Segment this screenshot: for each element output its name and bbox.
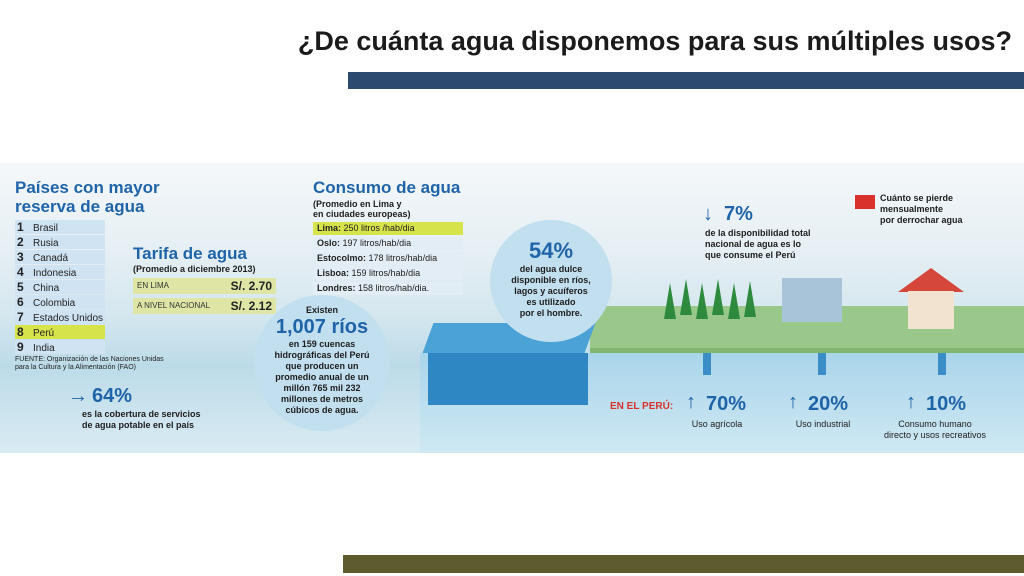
country-item: 7 Estados Unidos — [15, 310, 105, 324]
rios-line: que producen un — [285, 361, 359, 371]
down-arrow-icon: ↓ — [703, 203, 713, 225]
pipe-icon — [703, 353, 711, 375]
consumo-sub-1: (Promedio en Lima y — [313, 199, 402, 209]
up-arrow-icon: ↑ — [788, 391, 798, 413]
rios-line: promedio anual de un — [275, 372, 369, 382]
rios-line: cúbicos de agua. — [285, 405, 359, 415]
dulce-line: disponible en ríos, — [511, 275, 591, 285]
dulce-value: 54% — [528, 238, 574, 263]
house-roof-icon — [898, 268, 964, 292]
rios-line: millones de metros — [280, 394, 364, 404]
country-item: 6 Colombia — [15, 295, 105, 309]
rios-value: 1,007 ríos — [275, 316, 369, 338]
speech-bubble-icon — [855, 195, 875, 209]
country-item: 2 Rusia — [15, 235, 105, 249]
page-title: ¿De cuánta agua disponemos para sus múlt… — [297, 26, 1012, 56]
disponibilidad-line: nacional de agua es lo — [705, 239, 802, 249]
country-item: 4 Indonesia — [15, 265, 105, 279]
cobertura-text-2: de agua potable en el país — [82, 420, 195, 430]
bottom-accent-bar — [343, 555, 1024, 573]
dulce-circle: 54% del agua dulce disponible en ríos, l… — [490, 220, 612, 342]
uso-label: Uso industrial — [795, 419, 851, 429]
water-slab-side — [428, 353, 588, 405]
consumo-row: Londres: 158 litros/hab/dia. — [313, 282, 463, 295]
uso-value: 10% — [926, 393, 967, 415]
fuente-line-2: para la Cultura y la Alimentación (FAO) — [15, 364, 136, 371]
uso-label-2: directo y usos recreativos — [883, 430, 987, 440]
top-accent-bar — [348, 72, 1024, 89]
tarifa-row: EN LIMA S/. 2.70 — [133, 278, 276, 294]
cobertura-text-1: es la cobertura de servicios — [82, 409, 201, 419]
infographic: Países con mayor reserva de agua 1 Brasil… — [0, 163, 1024, 453]
country-item: 5 China — [15, 280, 105, 294]
crop-icon — [744, 281, 756, 317]
crop-icon — [712, 279, 724, 315]
tarifa-sub: (Promedio a diciembre 2013) — [133, 264, 256, 274]
crop-icon — [664, 283, 676, 319]
pierde-line-2: mensualmente — [880, 204, 944, 214]
uso-value: 20% — [808, 393, 849, 415]
uso-label: Consumo humano — [898, 419, 972, 429]
paises-heading-2: reserva de agua — [15, 197, 145, 216]
consumo-row: Estocolmo: 178 litros/hab/dia — [313, 252, 463, 265]
tarifa-row: A NIVEL NACIONAL S/. 2.12 — [133, 298, 276, 314]
dulce-line: del agua dulce — [519, 264, 583, 274]
consumo-row: Lisboa: 159 litros/hab/dia — [313, 267, 463, 280]
uso-label: Uso agrícola — [691, 419, 743, 429]
pipe-icon — [938, 353, 946, 375]
crop-icon — [696, 283, 708, 319]
country-item: 1 Brasil — [15, 220, 105, 234]
consumo-row: Oslo: 197 litros/hab/dia — [313, 237, 463, 250]
pipe-icon — [818, 353, 826, 375]
pierde-line-1: Cuánto se pierde — [880, 193, 954, 203]
fuente-line-1: FUENTE: Organización de las Naciones Uni… — [15, 356, 164, 363]
dulce-line: por el hombre. — [519, 308, 583, 318]
cobertura-value: 64% — [92, 385, 133, 407]
up-arrow-icon: ↑ — [906, 391, 916, 413]
disponibilidad-line: de la disponibilidad total — [705, 228, 811, 238]
paises-heading-1: Países con mayor — [15, 178, 160, 197]
disponibilidad-value: 7% — [724, 203, 753, 225]
rios-line: millón 765 mil 232 — [283, 383, 361, 393]
factory-icon — [782, 278, 842, 322]
country-item-highlighted: 8 Perú — [15, 325, 105, 339]
house-icon — [908, 291, 954, 329]
disponibilidad-line: que consume el Perú — [705, 250, 796, 260]
rios-circle: Existen 1,007 ríos en 159 cuencas hidrog… — [254, 295, 390, 431]
consumo-row-highlighted: Lima: 250 litros /hab/dia — [313, 222, 463, 235]
rios-pre: Existen — [305, 305, 338, 315]
consumo-sub-2: en ciudades europeas) — [313, 209, 411, 219]
crop-icon — [680, 279, 692, 315]
pierde-line-3: por derrochar agua — [880, 215, 963, 225]
dulce-line: lagos y acuíferos — [514, 286, 588, 296]
usos-label: EN EL PERÚ: — [610, 401, 674, 412]
uso-value: 70% — [706, 393, 747, 415]
up-arrow-icon: ↑ — [686, 391, 696, 413]
country-item: 3 Canadá — [15, 250, 105, 264]
tarifa-heading: Tarifa de agua — [133, 244, 247, 263]
dulce-line: es utilizado — [526, 297, 576, 307]
right-arrow-icon: → — [68, 385, 88, 407]
crop-icon — [728, 283, 740, 319]
consumo-heading: Consumo de agua — [313, 178, 461, 197]
country-item: 9 India — [15, 340, 105, 354]
rios-line: en 159 cuencas — [288, 339, 356, 349]
rios-line: hidrográficas del Perú — [274, 350, 370, 360]
